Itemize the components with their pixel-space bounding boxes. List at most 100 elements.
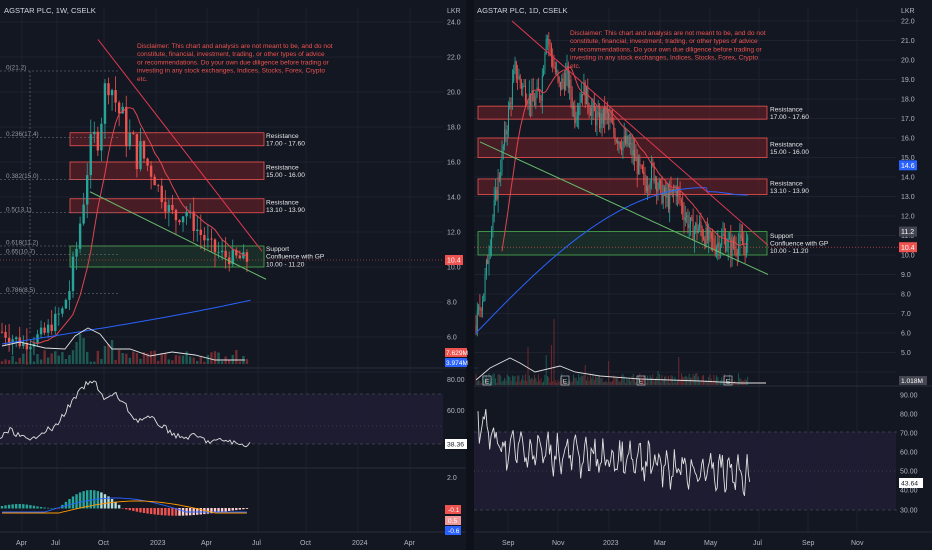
candle-body: [482, 301, 483, 311]
volume-bar: [579, 377, 581, 385]
volume-bar: [643, 375, 645, 385]
volume-bar: [497, 374, 499, 385]
candle-body: [649, 182, 651, 188]
volume-bar: [475, 373, 477, 385]
earnings-marker: [560, 375, 570, 386]
candle-body: [146, 158, 149, 166]
candle-body: [623, 135, 625, 143]
disclaimer-text: or recommendations. Do your own due dili…: [570, 46, 762, 53]
candle-body: [547, 38, 548, 40]
candle-body: [630, 142, 632, 144]
macd-histogram-bar: [181, 508, 185, 516]
volume-bar: [164, 353, 167, 364]
volume-bar: [545, 355, 547, 385]
macd-histogram-bar: [75, 494, 78, 509]
candle-body: [592, 102, 594, 109]
volume-bar: [592, 373, 594, 385]
volume-bar: [524, 374, 526, 385]
candle-body: [735, 246, 737, 253]
volume-bar: [660, 382, 662, 385]
downtrend-line: [511, 20, 769, 246]
volume-bar: [146, 353, 149, 364]
time-tick-label: Jul: [753, 540, 762, 547]
candle-body: [571, 96, 573, 109]
price-tick-label: 18.0: [901, 97, 915, 104]
candle-body: [569, 79, 571, 88]
volume-bar: [576, 381, 578, 385]
price-tick-label: 16.0: [447, 160, 461, 167]
rsi-band: [474, 432, 896, 510]
time-tick-label: Sep: [802, 540, 815, 547]
volume-bar: [662, 379, 664, 385]
volume-bar: [567, 381, 569, 385]
candle-body: [617, 140, 619, 145]
candle-body: [563, 81, 565, 90]
candle-body: [740, 234, 742, 238]
price-tick-label: 10.0: [901, 253, 915, 260]
volume-bar: [634, 378, 636, 385]
candle-body: [628, 142, 630, 146]
candle-body: [15, 337, 18, 340]
candle-body: [712, 238, 714, 240]
macd-histogram-bar: [29, 505, 32, 509]
volume-bar: [680, 373, 682, 385]
volume-bar: [675, 381, 677, 385]
candle-body: [132, 133, 135, 135]
macd-histogram-bar: [18, 504, 21, 509]
candle-body: [625, 135, 626, 144]
volume-bar: [511, 375, 513, 385]
candle-body: [498, 177, 500, 178]
candle-body: [22, 343, 25, 347]
candle-body: [591, 108, 593, 116]
volume-bar: [513, 376, 515, 385]
macd-histogram-bar: [117, 504, 121, 509]
candle-body: [654, 179, 656, 182]
candle-body: [593, 102, 595, 112]
candle-body: [508, 108, 509, 131]
volume-bar: [677, 380, 678, 385]
volume-bar: [695, 373, 697, 385]
candle-body: [627, 135, 629, 146]
macd-histogram-bar: [25, 504, 29, 509]
candle-body: [475, 325, 477, 331]
volume-bar: [521, 379, 522, 385]
volume-bar: [188, 356, 192, 364]
zone-label: Resistance: [266, 164, 299, 171]
volume-bar: [178, 355, 181, 364]
candle-body: [695, 223, 697, 230]
candle-body: [530, 93, 532, 107]
macd-histogram-bar: [149, 508, 153, 515]
candle-body: [174, 209, 178, 221]
rsi-line: [0, 380, 251, 448]
volume-bar: [139, 358, 142, 364]
candle-body: [29, 346, 32, 350]
candle-body: [501, 149, 503, 172]
volume-bar: [583, 374, 585, 385]
candle-body: [7, 337, 11, 343]
volume-bar: [714, 379, 716, 385]
volume-bar: [619, 381, 621, 385]
volume-bar: [522, 375, 524, 385]
zone-label: 10.00 - 11.20: [266, 261, 305, 268]
macd-histogram-bar: [68, 499, 71, 509]
candle-body: [522, 85, 524, 89]
macd-weekly: [0, 490, 249, 516]
candle-body: [61, 308, 64, 314]
volume-bar: [703, 374, 704, 385]
rsi-tick-label: 80.00: [900, 412, 918, 419]
candle-body: [540, 98, 542, 101]
macd-histogram-bar: [164, 508, 167, 516]
volume-bar: [552, 381, 554, 385]
macd-histogram-bar: [220, 508, 224, 512]
candle-body: [544, 53, 546, 70]
candle-body: [647, 187, 649, 191]
candle-body: [93, 131, 96, 135]
candle-body: [157, 185, 160, 187]
candle-body: [595, 111, 597, 126]
volume-bar: [666, 381, 668, 385]
candle-body: [545, 39, 547, 54]
price-tick-label: 14.0: [447, 195, 461, 202]
volume-bar: [0, 361, 4, 364]
volume-bar: [534, 374, 535, 385]
